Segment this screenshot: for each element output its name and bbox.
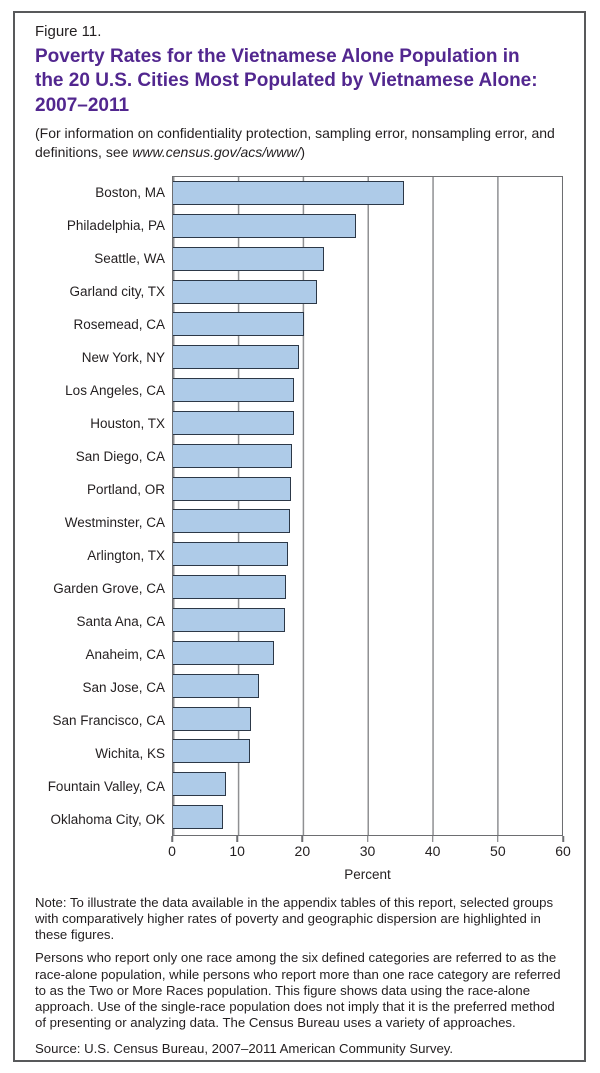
bar-row bbox=[173, 242, 562, 275]
axis-tick-label: 10 bbox=[229, 842, 245, 859]
category-axis: Boston, MA Philadelphia, PA Seattle, WA Gar… bbox=[35, 176, 172, 836]
axis-tick bbox=[562, 835, 564, 842]
census-url-text: www.census.gov/acs/www/ bbox=[132, 143, 301, 160]
bar-row bbox=[173, 275, 562, 308]
bar bbox=[173, 673, 260, 698]
bar bbox=[173, 181, 404, 206]
category-label: Philadelphia, PA bbox=[66, 217, 165, 233]
category-label: San Jose, CA bbox=[82, 679, 165, 695]
plot-area bbox=[172, 175, 563, 836]
subtitle-text: (For information on confidentiality prot… bbox=[35, 124, 555, 160]
axis-tick-label: 0 bbox=[168, 842, 176, 859]
bar bbox=[173, 542, 289, 567]
bar bbox=[173, 607, 285, 632]
note-paragraph-2: Persons who report only one race among t… bbox=[35, 950, 561, 1031]
bar-row bbox=[173, 505, 562, 538]
category-label: Arlington, TX bbox=[87, 547, 165, 563]
bar-row bbox=[173, 604, 562, 637]
figure-title: Poverty Rates for the Vietnamese Alone P… bbox=[35, 45, 538, 117]
bar-row bbox=[173, 735, 562, 768]
category-label: Rosemead, CA bbox=[73, 316, 165, 332]
x-axis-title: Percent bbox=[344, 866, 391, 882]
bar-row bbox=[173, 341, 562, 374]
category-label: New York, NY bbox=[81, 349, 165, 365]
bar-row bbox=[173, 308, 562, 341]
category-label: Fountain Valley, CA bbox=[47, 778, 165, 794]
x-axis: 0 10 20 30 40 50 60 bbox=[168, 835, 571, 862]
axis-tick bbox=[431, 835, 434, 842]
category-label: Garden Grove, CA bbox=[53, 580, 165, 596]
axis-tick bbox=[497, 835, 499, 842]
bar bbox=[173, 345, 299, 370]
category-label: Seattle, WA bbox=[94, 250, 165, 266]
axis-tick-label: 60 bbox=[555, 842, 571, 859]
category-label: Portland, OR bbox=[86, 481, 165, 497]
figure-frame: Figure 11. Poverty Rates for the Vietnam… bbox=[13, 11, 586, 1062]
bar bbox=[173, 575, 286, 600]
category-label: Wichita, KS bbox=[95, 745, 165, 761]
axis-tick-label: 40 bbox=[424, 842, 441, 859]
source-line: Source: U.S. Census Bureau, 2007–2011 Am… bbox=[35, 1041, 454, 1057]
category-label: Oklahoma City, OK bbox=[50, 811, 165, 827]
category-label: Boston, MA bbox=[95, 184, 165, 200]
bar bbox=[173, 246, 325, 271]
category-label: San Diego, CA bbox=[75, 448, 165, 464]
axis-tick-label: 30 bbox=[359, 842, 376, 859]
bar-row bbox=[173, 571, 562, 604]
category-label: Houston, TX bbox=[90, 415, 165, 431]
bar bbox=[173, 706, 251, 731]
axis-tick bbox=[236, 835, 238, 842]
notes-section: Note: To illustrate the data available i… bbox=[35, 895, 564, 1058]
bar bbox=[173, 213, 357, 238]
bar bbox=[173, 312, 304, 337]
axis-tick bbox=[366, 835, 369, 842]
bar bbox=[173, 279, 317, 304]
category-label: Los Angeles, CA bbox=[65, 382, 165, 398]
bar-row bbox=[173, 177, 562, 210]
bar-row bbox=[173, 636, 562, 669]
bar-row bbox=[173, 538, 562, 571]
bar-row bbox=[173, 439, 562, 472]
bar bbox=[173, 509, 291, 534]
axis-tick bbox=[171, 835, 173, 842]
axis-tick-label: 50 bbox=[490, 842, 506, 859]
bar bbox=[173, 378, 295, 403]
bar bbox=[173, 640, 275, 665]
bar-chart: Boston, MA Philadelphia, PA Seattle, WA Gar… bbox=[35, 175, 571, 882]
bar bbox=[173, 772, 227, 797]
category-label: Santa Ana, CA bbox=[76, 613, 165, 629]
category-label: Garland city, TX bbox=[69, 283, 165, 299]
bar bbox=[173, 739, 250, 764]
bar-row bbox=[173, 669, 562, 702]
plot-wrap: 0 10 20 30 40 50 60 Percent bbox=[168, 175, 571, 882]
bar bbox=[173, 443, 292, 468]
subtitle-closing-paren: ) bbox=[300, 143, 306, 160]
figure-subtitle: (For information on confidentiality prot… bbox=[35, 124, 564, 162]
bar-row bbox=[173, 407, 562, 440]
bar-row bbox=[173, 768, 562, 801]
bar-row bbox=[173, 209, 562, 242]
bar bbox=[173, 805, 223, 830]
category-label: Anaheim, CA bbox=[85, 646, 165, 662]
category-label: San Francisco, CA bbox=[52, 712, 165, 728]
axis-tick bbox=[301, 835, 304, 842]
bar bbox=[173, 476, 291, 501]
note-paragraph-1: Note: To illustrate the data available i… bbox=[35, 894, 554, 943]
figure-number-label: Figure 11. bbox=[35, 23, 102, 40]
bar-row bbox=[173, 472, 562, 505]
category-label: Westminster, CA bbox=[64, 514, 165, 530]
axis-tick-label: 20 bbox=[294, 842, 311, 859]
bar-row bbox=[173, 374, 562, 407]
bar bbox=[173, 410, 294, 435]
bar-row bbox=[173, 801, 562, 834]
bar-row bbox=[173, 702, 562, 735]
